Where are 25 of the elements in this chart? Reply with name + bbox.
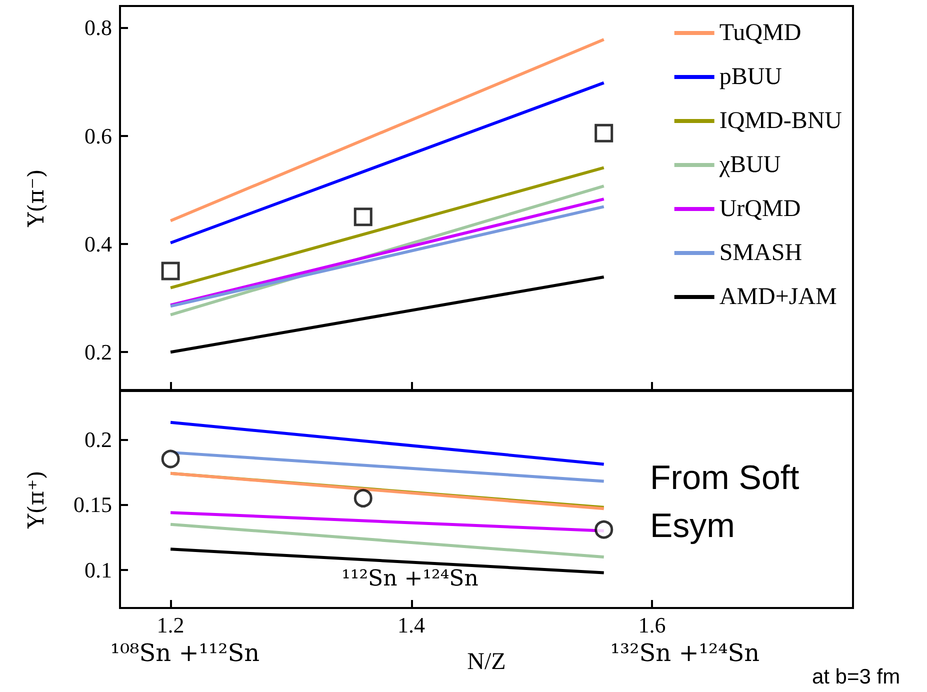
x-tick-label: 1.4 bbox=[398, 612, 426, 638]
y-axis-title: Y(π⁻) bbox=[24, 169, 50, 228]
legend-label: IQMD-BNU bbox=[719, 108, 842, 134]
legend-label: pBUU bbox=[719, 64, 782, 90]
legend-label: χBUU bbox=[718, 152, 781, 178]
x-tick-label: 1.2 bbox=[156, 612, 184, 638]
y-tick-label: 0.4 bbox=[84, 231, 112, 256]
y-tick-label: 0.2 bbox=[84, 426, 112, 452]
text: at b=3 fm bbox=[812, 666, 900, 688]
y-tick-label: 0.15 bbox=[74, 492, 112, 518]
y-tick-label: 0.1 bbox=[84, 558, 112, 583]
y-tick-label: 0.8 bbox=[84, 15, 112, 40]
legend-label: UrQMD bbox=[719, 196, 801, 222]
x-axis-title: N/Z bbox=[467, 649, 506, 675]
legend-label: AMD+JAM bbox=[719, 284, 837, 310]
annotation: From Soft Esym bbox=[650, 459, 809, 545]
annotation: ¹¹²Sn +¹²⁴Sn bbox=[342, 566, 478, 592]
x-tick-label: 1.6 bbox=[638, 612, 666, 638]
text: ¹³²Sn +¹²⁴Sn bbox=[610, 639, 760, 667]
y-tick-label: 0.6 bbox=[84, 123, 112, 148]
legend-label: TuQMD bbox=[719, 20, 802, 46]
text: ¹⁰⁸Sn +¹¹²Sn bbox=[110, 639, 260, 667]
legend-label: SMASH bbox=[719, 240, 802, 266]
y-axis-title: Y(π⁺) bbox=[24, 470, 50, 530]
y-tick-label: 0.2 bbox=[84, 340, 112, 365]
